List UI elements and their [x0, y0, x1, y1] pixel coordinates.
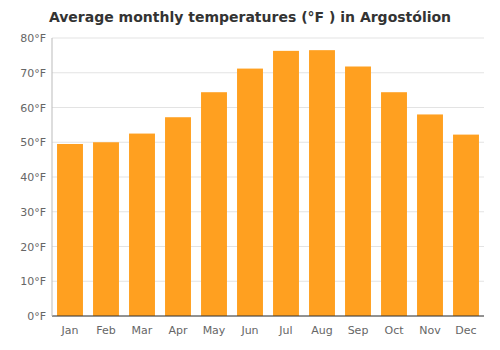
chart-container: Average monthly temperatures (°F ) in Ar…	[0, 0, 500, 350]
chart-svg: Average monthly temperatures (°F ) in Ar…	[0, 0, 500, 350]
grid-line	[52, 72, 484, 73]
y-axis-line	[52, 38, 53, 316]
bar	[417, 114, 443, 316]
y-axis: 0°F 10°F 20°F 30°F 40°F 50°F 60°F 70°F 80°F	[20, 32, 46, 323]
bar	[165, 117, 191, 316]
y-tick-label: 30°F	[20, 206, 46, 219]
grid-line	[52, 316, 484, 317]
y-tick-label: 0°F	[27, 310, 46, 323]
bar	[345, 66, 371, 316]
x-tick-label: Jun	[240, 324, 258, 337]
bar	[309, 50, 335, 316]
bar	[237, 69, 263, 316]
x-tick-label: Mar	[132, 324, 153, 337]
y-tick-label: 10°F	[20, 275, 46, 288]
x-tick-label: Aug	[311, 324, 332, 337]
bar	[129, 134, 155, 316]
x-tick-label: Jan	[61, 324, 79, 337]
x-axis: Jan Feb Mar Apr May Jun Jul Aug Sep Oct Nov Dec	[52, 38, 484, 337]
bar	[453, 135, 479, 316]
x-tick-label: Oct	[384, 324, 404, 337]
bar	[273, 51, 299, 316]
x-tick-label: Dec	[455, 324, 476, 337]
x-tick-label: Sep	[348, 324, 369, 337]
x-tick-label: Feb	[96, 324, 115, 337]
title: Average monthly temperatures (°F ) in Ar…	[49, 9, 451, 25]
x-tick-label: Nov	[419, 324, 441, 337]
x-tick-label: May	[203, 324, 226, 337]
bars	[57, 50, 479, 316]
x-tick-label: Apr	[168, 324, 188, 337]
y-tick-label: 80°F	[20, 32, 46, 45]
bar	[201, 92, 227, 316]
x-tick-label: Jul	[278, 324, 292, 337]
grid-line	[52, 107, 484, 108]
y-tick-label: 70°F	[20, 67, 46, 80]
bar	[381, 92, 407, 316]
grid-line	[52, 38, 484, 39]
bar	[57, 144, 83, 316]
y-tick-label: 40°F	[20, 171, 46, 184]
x-axis-line	[52, 316, 484, 317]
y-tick-label: 60°F	[20, 102, 46, 115]
y-tick-label: 20°F	[20, 241, 46, 254]
bar	[93, 142, 119, 316]
y-tick-label: 50°F	[20, 136, 46, 149]
grid	[52, 38, 484, 316]
